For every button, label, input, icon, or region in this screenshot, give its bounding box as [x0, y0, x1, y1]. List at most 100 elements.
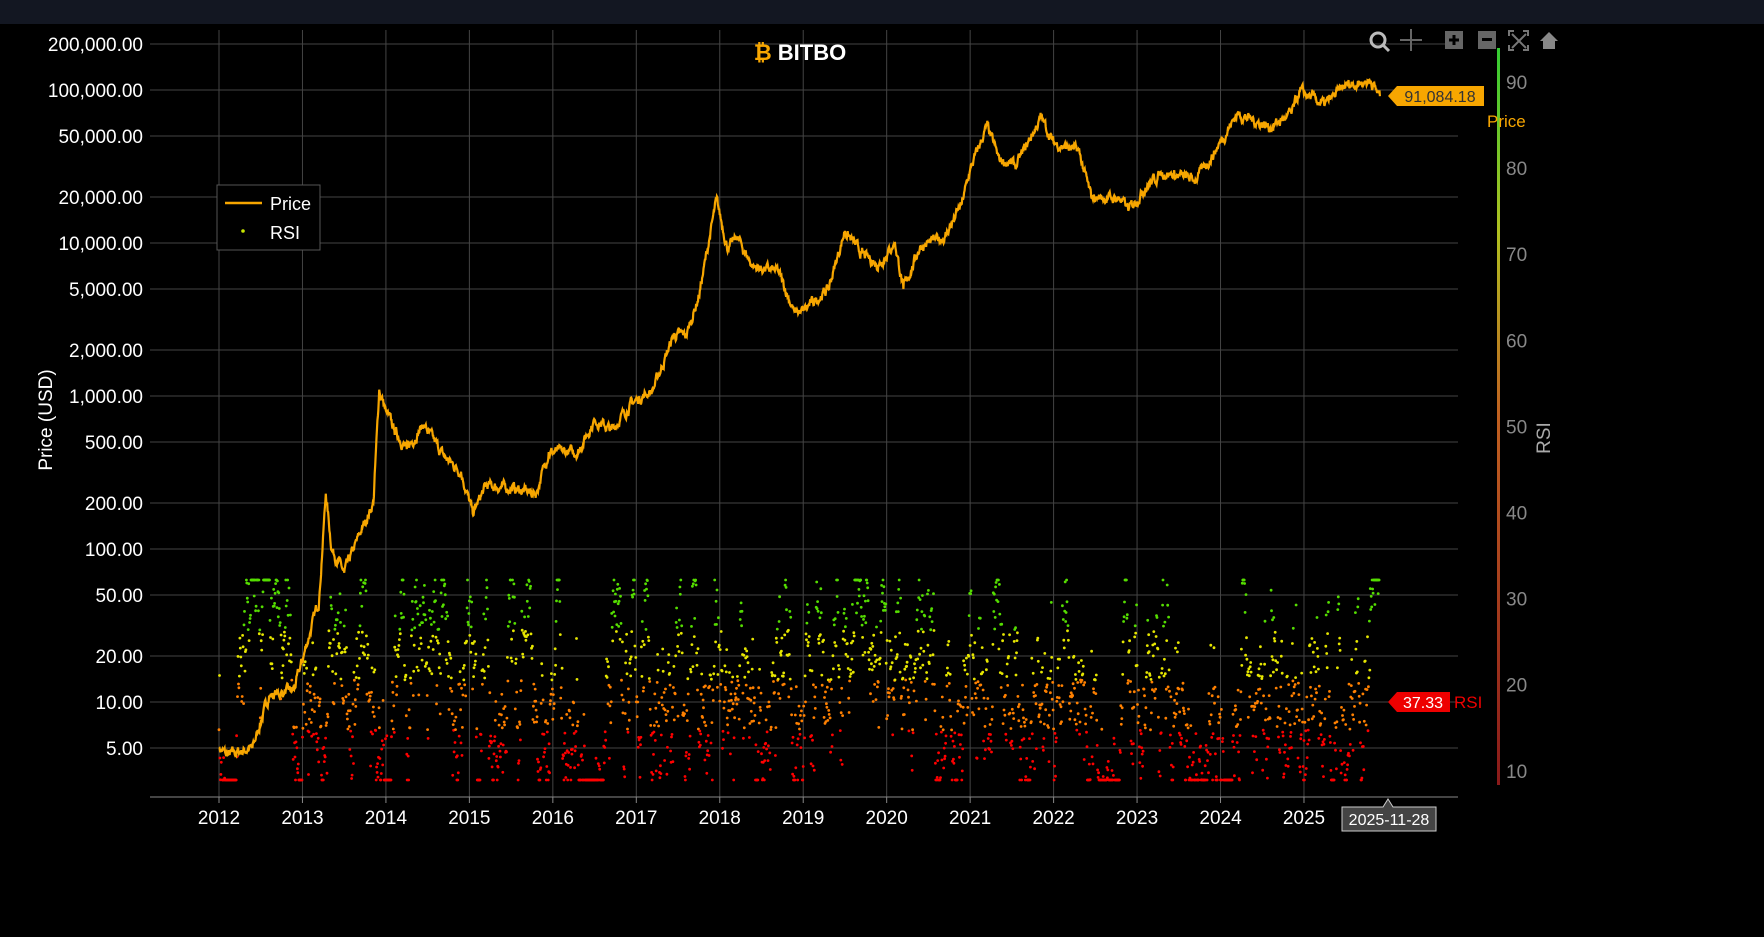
rsi-point — [573, 766, 576, 770]
rsi-point — [1192, 751, 1195, 754]
rsi-point — [791, 735, 795, 739]
rsi-point — [1309, 685, 1312, 689]
rsi-point — [1083, 707, 1087, 711]
rsi-point — [1266, 745, 1270, 749]
rsi-point — [1151, 654, 1155, 658]
rsi-point — [651, 773, 655, 776]
rsi-point — [1270, 609, 1273, 613]
rsi-point — [771, 673, 774, 677]
rsi-point — [529, 632, 533, 636]
rsi-point — [487, 744, 491, 748]
x-tick-label: 2023 — [1116, 808, 1158, 829]
rsi-point — [685, 709, 689, 712]
autoscale-icon[interactable] — [1508, 30, 1529, 51]
rsi-point — [730, 680, 734, 684]
rsi-point — [1337, 642, 1341, 646]
rsi-point — [1209, 643, 1213, 647]
rsi-point — [1358, 720, 1361, 724]
rsi-point — [555, 599, 558, 603]
rsi-point — [896, 610, 900, 613]
rsi-point — [508, 620, 512, 624]
rsi-point — [895, 653, 899, 656]
rsi-point — [1263, 619, 1267, 623]
rsi-point — [394, 648, 398, 652]
rsi-point — [354, 676, 358, 679]
rsi-point — [310, 734, 314, 738]
rsi-point — [1249, 670, 1253, 674]
rsi-point — [926, 592, 929, 596]
rsi-point — [666, 709, 670, 713]
rsi-point — [259, 686, 263, 690]
rsi-point — [545, 765, 549, 768]
rsi-point — [346, 717, 349, 721]
rsi-point — [516, 726, 519, 730]
rsi-point — [617, 599, 621, 603]
rsi-point — [454, 728, 457, 731]
rsi-point — [627, 700, 631, 704]
rsi-point — [1029, 765, 1032, 769]
rsi-point — [751, 686, 755, 690]
legend-price-label: Price — [270, 194, 311, 214]
rsi-point — [444, 658, 448, 662]
rsi-point — [675, 626, 679, 629]
rsi-point — [1338, 636, 1342, 640]
rsi-point — [1278, 717, 1282, 721]
reset-home-icon[interactable] — [1540, 32, 1558, 49]
zoom-icon[interactable] — [1369, 31, 1391, 53]
zoom-out-icon[interactable] — [1478, 31, 1496, 49]
rsi-point — [315, 748, 319, 752]
rsi-point — [703, 720, 706, 724]
rsi-point — [679, 631, 683, 635]
rsi-point — [497, 744, 500, 748]
rsi-point — [341, 701, 345, 705]
rsi-point — [415, 665, 419, 669]
rsi-point — [1272, 637, 1276, 640]
rsi-point — [355, 637, 359, 640]
rsi-color-axis — [1497, 48, 1500, 785]
rsi-point — [410, 634, 413, 638]
y-tick-label: 200,000.00 — [48, 35, 143, 56]
rsi-point — [1293, 722, 1297, 725]
rsi-point — [628, 661, 632, 665]
rsi-point — [1010, 744, 1013, 747]
zoom-in-icon[interactable] — [1445, 31, 1463, 49]
rsi-point — [1183, 712, 1186, 715]
pan-icon[interactable] — [1400, 29, 1422, 51]
rsi-point — [613, 614, 617, 618]
rsi-point — [819, 611, 823, 615]
rsi-point — [805, 638, 808, 642]
rsi-point — [1024, 775, 1028, 778]
rsi-point — [1138, 761, 1142, 764]
rsi-point — [409, 681, 413, 685]
rsi-point — [850, 657, 854, 661]
rsi-point — [976, 680, 980, 684]
rsi-point — [449, 656, 453, 660]
rsi-point — [365, 634, 368, 638]
rsi-point — [1135, 664, 1139, 667]
rsi-point — [790, 741, 794, 745]
rsi-point — [1269, 674, 1272, 678]
rsi-point — [1150, 711, 1153, 715]
rsi-point — [484, 617, 487, 621]
rsi-point — [924, 718, 927, 722]
rsi-point — [988, 748, 991, 751]
rsi-point — [634, 656, 638, 659]
rsi-point — [1321, 764, 1324, 768]
rsi-point — [689, 667, 692, 671]
rsi-point — [880, 584, 883, 587]
rsi-point — [1041, 666, 1044, 669]
rsi-point — [1140, 746, 1144, 750]
rsi-point — [860, 623, 864, 627]
rsi-point — [788, 610, 792, 613]
rsi-point — [751, 637, 755, 641]
rsi-point — [763, 759, 767, 762]
rsi-point — [1060, 720, 1063, 724]
rsi-point — [576, 763, 580, 767]
rsi-point — [678, 585, 682, 589]
rsi-point — [560, 716, 563, 720]
rsi-point — [1362, 768, 1366, 772]
rsi-point — [635, 715, 639, 719]
rsi-point — [838, 667, 841, 671]
rsi-point — [1368, 619, 1371, 623]
